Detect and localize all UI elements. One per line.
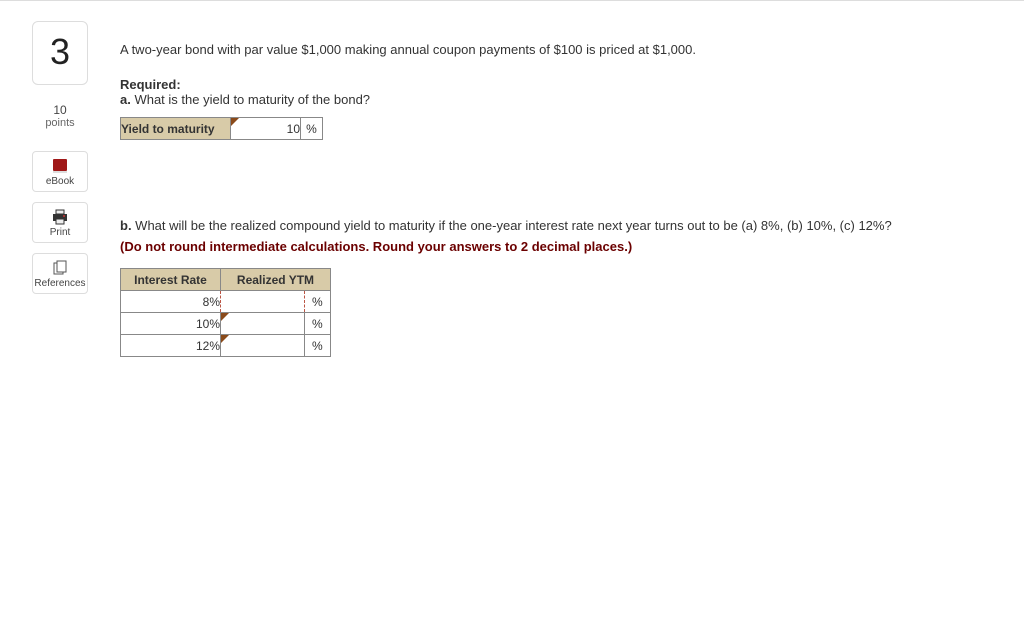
question-number-box: 3: [32, 21, 88, 85]
rate-cell: 12%: [121, 335, 221, 357]
part-a-text: a. What is the yield to maturity of the …: [120, 92, 1004, 107]
part-b-text: b. What will be the realized compound yi…: [120, 218, 1004, 233]
ebook-button[interactable]: eBook: [32, 151, 88, 192]
part-b-letter: b.: [120, 218, 132, 233]
ytm-input-cell[interactable]: 10: [231, 118, 301, 140]
rate-cell: 10%: [121, 313, 221, 335]
unit-cell: %: [304, 313, 330, 335]
unit-cell: %: [304, 335, 330, 357]
page-root: 3 10 points eBook Print Referenc: [0, 0, 1024, 634]
part-b-instruction: (Do not round intermediate calculations.…: [120, 239, 1004, 254]
part-b-body: What will be the realized compound yield…: [132, 218, 892, 233]
col-interest-rate: Interest Rate: [121, 269, 221, 291]
rate-cell: 8%: [121, 291, 221, 313]
col-realized-ytm: Realized YTM: [221, 269, 331, 291]
input-marker-icon: [221, 313, 229, 321]
input-marker-icon: [231, 118, 239, 126]
ytm-input-cell[interactable]: [221, 291, 305, 313]
references-label: References: [34, 278, 85, 289]
ytm-table: Yield to maturity 10 %: [120, 117, 323, 140]
required-label: Required:: [120, 77, 1004, 92]
ytm-value: 10: [231, 122, 300, 136]
ytm-input-cell[interactable]: [221, 313, 305, 335]
table-row: 12% %: [121, 335, 331, 357]
unit-cell: %: [304, 291, 330, 313]
book-icon: [51, 158, 69, 174]
ytm-unit: %: [301, 118, 323, 140]
part-a-body: What is the yield to maturity of the bon…: [131, 92, 370, 107]
print-button[interactable]: Print: [32, 202, 88, 243]
ebook-label: eBook: [46, 176, 74, 187]
printer-icon: [51, 209, 69, 225]
part-a-letter: a.: [120, 92, 131, 107]
question-prompt: A two-year bond with par value $1,000 ma…: [120, 41, 1004, 59]
points-value: 10: [20, 103, 100, 117]
print-label: Print: [50, 227, 71, 238]
input-marker-icon: [221, 335, 229, 343]
ytm-row-label: Yield to maturity: [121, 118, 231, 140]
ytm-input-cell[interactable]: [221, 335, 305, 357]
table-row: 10% %: [121, 313, 331, 335]
references-button[interactable]: References: [32, 253, 88, 294]
points-label: points: [20, 117, 100, 129]
copy-icon: [51, 260, 69, 276]
sidebar: 3 10 points eBook Print Referenc: [20, 21, 100, 634]
realized-ytm-table: Interest Rate Realized YTM 8% % 10% % 12…: [120, 268, 331, 357]
table-row: 8% %: [121, 291, 331, 313]
question-content: A two-year bond with par value $1,000 ma…: [100, 21, 1024, 634]
